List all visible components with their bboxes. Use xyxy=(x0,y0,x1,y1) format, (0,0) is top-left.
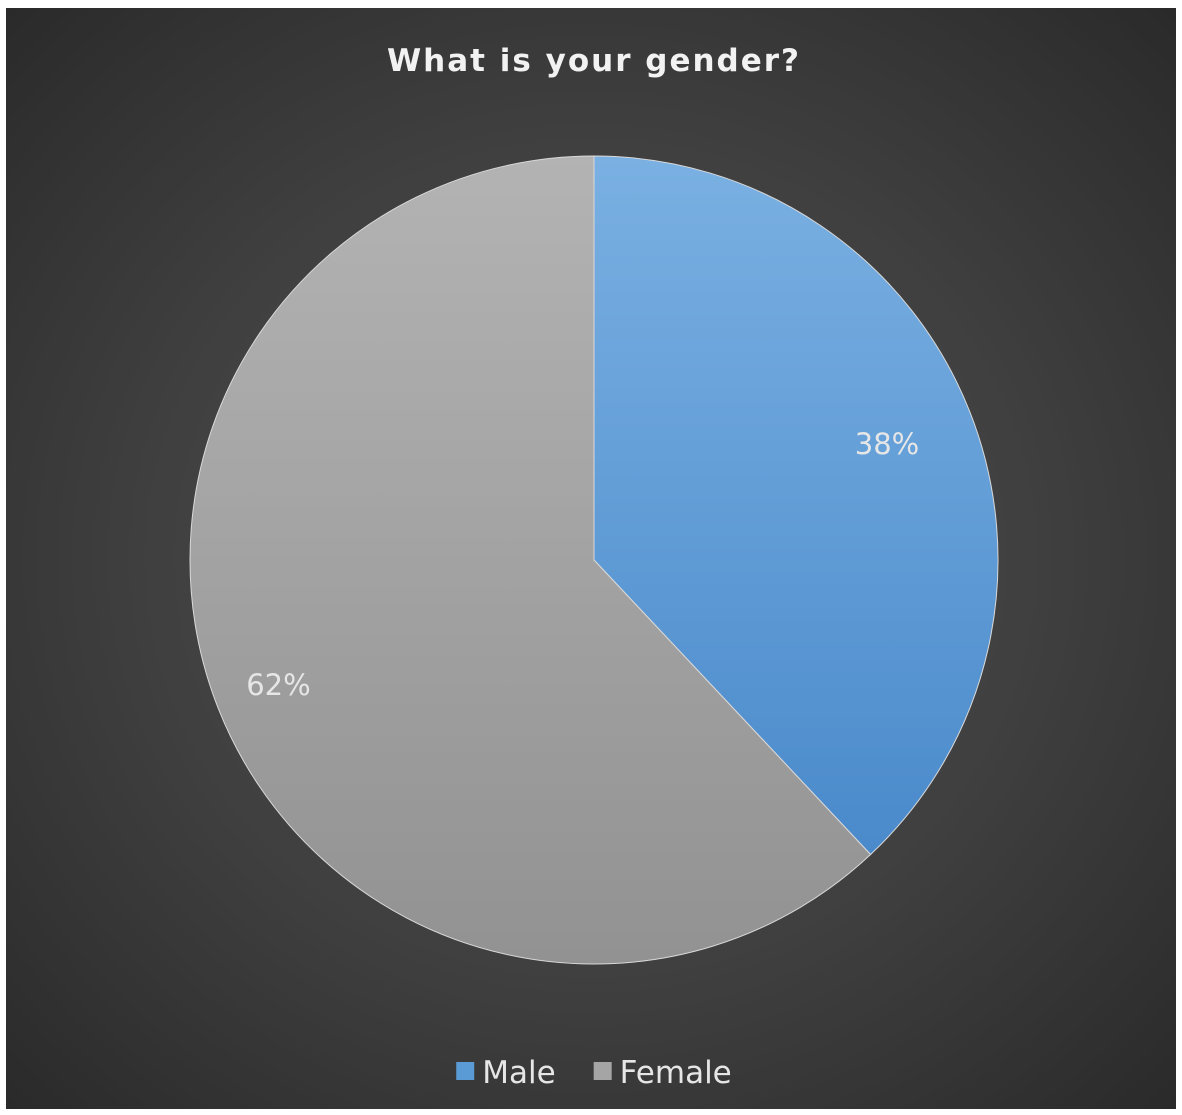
pie-slice-male xyxy=(593,155,999,856)
chart-area: What is your gender? 38% 62% Male Female xyxy=(6,8,1176,1109)
legend-label-female: Female xyxy=(620,1055,732,1091)
legend-item-male: Male xyxy=(456,1055,556,1091)
legend-swatch-male xyxy=(456,1062,475,1080)
pie-slices xyxy=(189,155,999,965)
legend: Male Female xyxy=(456,1055,732,1091)
data-label-male: 38% xyxy=(855,427,919,461)
pie-data-labels: 38% 62% xyxy=(246,427,919,702)
pie-chart: What is your gender? 38% 62% Male Female xyxy=(189,43,999,1091)
legend-item-female: Female xyxy=(593,1055,732,1091)
pie-slice-female xyxy=(189,155,872,965)
legend-swatch-female xyxy=(593,1062,612,1080)
chart-title: What is your gender? xyxy=(387,43,801,79)
data-label-female: 62% xyxy=(246,668,310,702)
legend-label-male: Male xyxy=(482,1055,555,1091)
